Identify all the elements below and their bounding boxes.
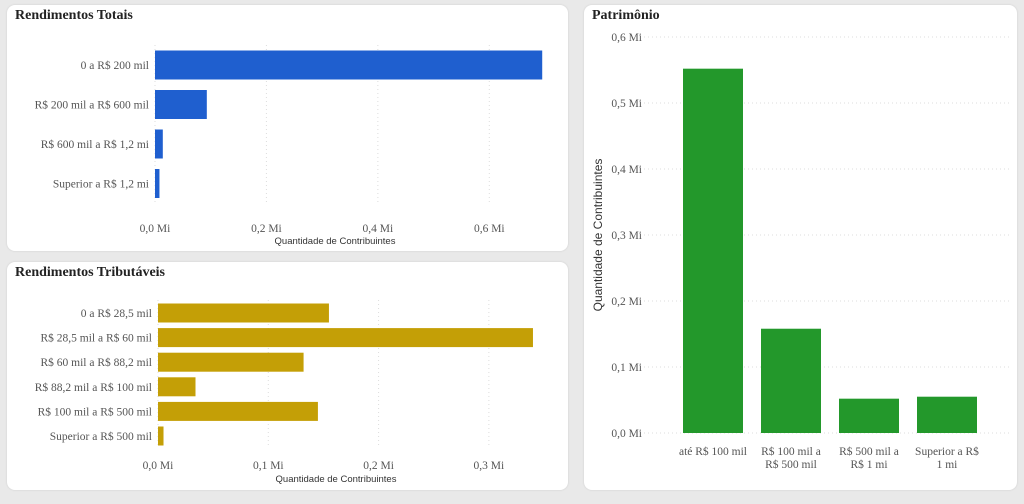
patrimonio-title: Patrimônio — [592, 8, 660, 23]
y-category-label: R$ 28,5 mil a R$ 60 mil — [41, 332, 153, 345]
bar — [155, 129, 163, 159]
y-category-label: R$ 200 mil a R$ 600 mil — [35, 99, 149, 112]
patrimonio-card: Patrimônio 0,0 Mi 0,1 Mi 0,2 Mi 0,3 Mi 0,4 M… — [584, 5, 1017, 490]
bar — [158, 352, 304, 372]
x-category-label: R$ 500 mil a R$ 1 mi — [839, 445, 899, 471]
x-tick-label: 0,0 Mi — [140, 223, 171, 235]
x-tick-label: 0,0 Mi — [143, 460, 174, 472]
bar — [158, 426, 164, 446]
y-tick-label: 0,2 Mi — [611, 296, 642, 308]
bar — [155, 90, 207, 119]
rendimentos-totais-title: Rendimentos Totais — [15, 8, 133, 23]
bar — [158, 303, 329, 323]
rendimentos-tributaveis-card: Rendimentos Tributáveis 0,0 Mi 0,1 Mi 0,2 … — [7, 262, 568, 490]
bar — [761, 328, 821, 433]
y-category-label: Superior a R$ 500 mil — [50, 430, 152, 443]
y-tick-label: 0,1 Mi — [611, 362, 642, 374]
y-tick-label: 0,6 Mi — [611, 32, 642, 44]
x-tick-label: 0,2 Mi — [251, 223, 282, 235]
rendimentos-totais-card: Rendimentos Totais 0,0 Mi 0,2 Mi 0,4 Mi 0,6… — [7, 5, 568, 251]
y-category-label: Superior a R$ 1,2 mi — [53, 178, 149, 191]
y-category-label: R$ 88,2 mil a R$ 100 mil — [35, 381, 152, 394]
y-category-label: 0 a R$ 28,5 mil — [81, 307, 152, 320]
y-tick-label: 0,5 Mi — [611, 98, 642, 110]
x-tick-label: 0,3 Mi — [474, 460, 505, 472]
y-tick-label: 0,4 Mi — [611, 164, 642, 176]
x-tick-label: 0,4 Mi — [363, 223, 394, 235]
x-tick-label: 0,6 Mi — [474, 223, 505, 235]
bar — [155, 169, 160, 198]
y-category-label: 0 a R$ 200 mil — [81, 59, 149, 72]
x-category-label: até R$ 100 mil — [679, 445, 747, 458]
bar — [839, 398, 899, 433]
patrimonio-chart: 0,0 Mi 0,1 Mi 0,2 Mi 0,3 Mi 0,4 Mi 0,5 Mi 0,6 … — [591, 32, 1012, 471]
bar — [158, 401, 318, 421]
bar — [158, 377, 196, 397]
y-category-label: R$ 60 mil a R$ 88,2 mil — [41, 356, 153, 369]
y-tick-label: 0,0 Mi — [611, 428, 642, 440]
y-category-label: R$ 100 mil a R$ 500 mil — [38, 405, 152, 418]
bar — [155, 50, 543, 80]
y-category-label: R$ 600 mil a R$ 1,2 mi — [41, 138, 149, 151]
x-tick-label: 0,1 Mi — [253, 460, 284, 472]
x-category-label: R$ 100 mil a R$ 500 mil — [761, 445, 821, 471]
y-tick-label: 0,3 Mi — [611, 230, 642, 242]
rendimentos-tributaveis-title: Rendimentos Tributáveis — [15, 265, 165, 280]
bar — [158, 328, 533, 348]
bar — [683, 68, 743, 434]
rendimentos-tributaveis-chart: 0,0 Mi 0,1 Mi 0,2 Mi 0,3 Mi 0 a R$ 28,5 mil R… — [35, 300, 533, 485]
rendimentos-totais-chart: 0,0 Mi 0,2 Mi 0,4 Mi 0,6 Mi 0 a R$ 200 mil R$… — [35, 45, 543, 247]
y-axis-title: Quantidade de Contribuintes — [591, 159, 605, 312]
x-axis-title: Quantidade de Contribuintes — [276, 474, 397, 485]
bar — [917, 396, 977, 433]
x-axis-title: Quantidade de Contribuintes — [275, 236, 396, 247]
x-tick-label: 0,2 Mi — [363, 460, 394, 472]
x-category-label: Superior a R$ 1 mi — [915, 445, 979, 471]
